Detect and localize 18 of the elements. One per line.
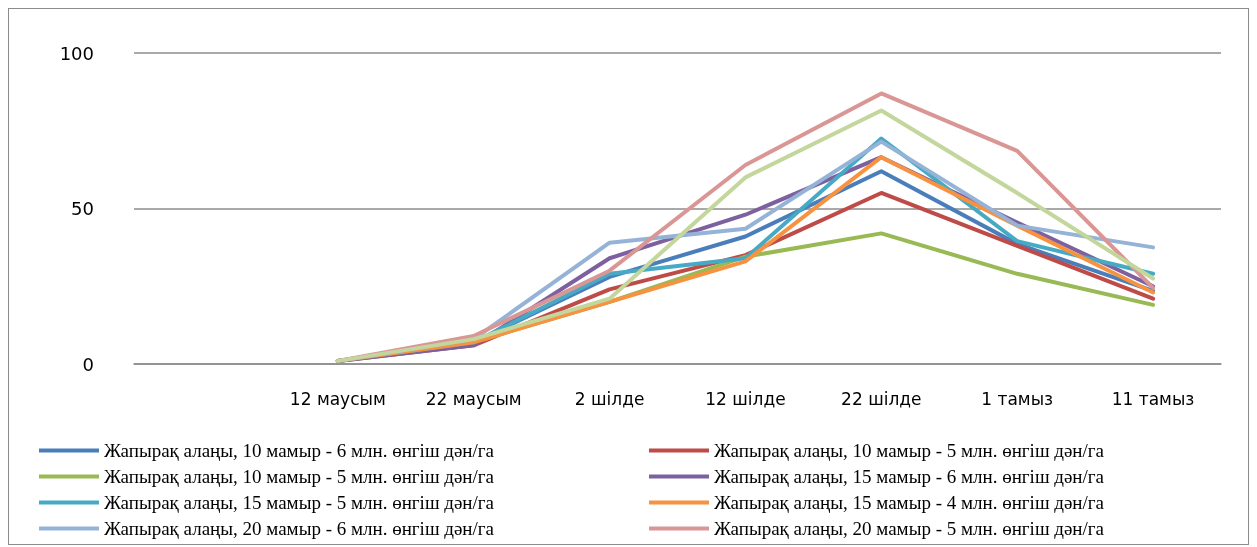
x-tick-label: 22 шілде <box>841 388 922 409</box>
legend-label: Жапырақ алаңы, 20 мамыр - 5 млн. өнгіш дән/га <box>714 518 1105 539</box>
x-tick-label: 12 шілде <box>705 388 786 409</box>
x-tick-label: 12 маусым <box>289 388 386 409</box>
legend-label: Жапырақ алаңы, 15 мамыр - 4 млн. өнгіш дән/га <box>714 492 1105 513</box>
legend-label: Жапырақ алаңы, 10 мамыр - 5 млн. өнгіш дән/га <box>714 440 1105 461</box>
y-tick-label: 0 <box>82 353 94 375</box>
y-tick-label: 50 <box>71 198 94 219</box>
legend-label: Жапырақ алаңы, 20 мамыр - 6 млн. өнгіш дән/га <box>104 518 495 539</box>
legend-label: Жапырақ алаңы, 10 мамыр - 6 млн. өнгіш дән/га <box>104 440 495 461</box>
legend-label: Жапырақ алаңы, 10 мамыр - 5 млн. өнгіш дән/га <box>104 466 495 487</box>
x-tick-label: 11 тамыз <box>1111 388 1195 409</box>
legend-label: Жапырақ алаңы, 15 мамыр - 6 млн. өнгіш дән/га <box>714 466 1105 487</box>
y-tick-label: 100 <box>59 42 94 64</box>
x-tick-label: 22 маусым <box>425 388 522 409</box>
legend-label: Жапырақ алаңы, 15 мамыр - 5 млн. өнгіш дән/га <box>104 492 495 513</box>
x-tick-label: 1 тамыз <box>981 388 1054 409</box>
x-tick-label: 2 шілде <box>574 388 645 409</box>
